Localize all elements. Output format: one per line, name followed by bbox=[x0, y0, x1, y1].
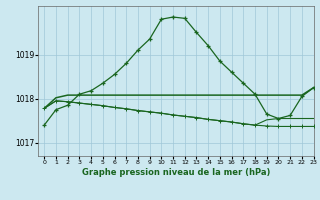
X-axis label: Graphe pression niveau de la mer (hPa): Graphe pression niveau de la mer (hPa) bbox=[82, 168, 270, 177]
